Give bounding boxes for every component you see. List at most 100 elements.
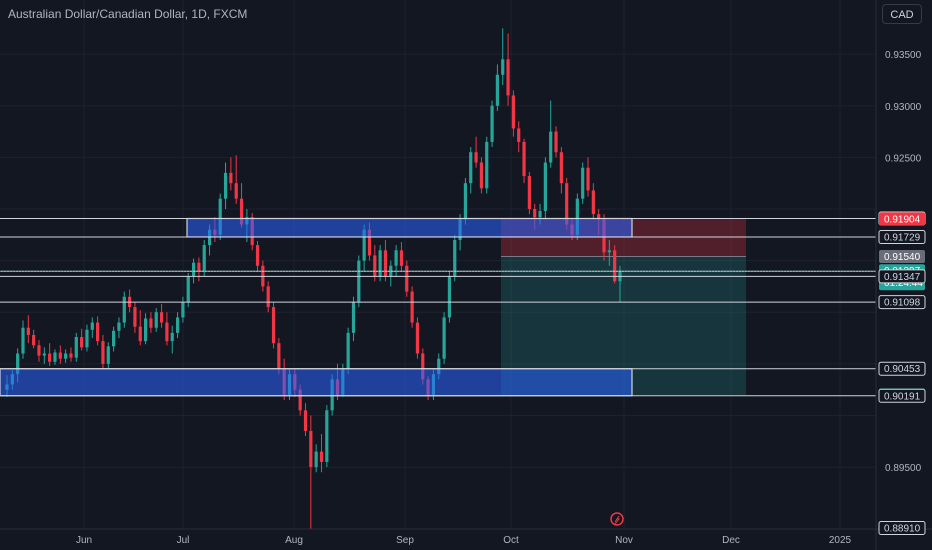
candle-down: [229, 172, 233, 184]
candle-up: [53, 352, 57, 362]
candle-down: [69, 353, 73, 358]
symbol-title: Australian Dollar/Canadian Dollar, 1D, F…: [8, 7, 248, 21]
price-label-box: [878, 388, 926, 403]
candle-down: [58, 352, 62, 359]
candle-up: [186, 276, 190, 302]
candle-up: [543, 162, 547, 212]
candle-up: [351, 301, 356, 333]
candle-up: [437, 358, 441, 375]
support-zone: [0, 368, 633, 397]
candle-down: [405, 265, 409, 292]
price-label-box: [879, 212, 925, 226]
lightning-icon: [614, 515, 621, 525]
time-tick-label: Nov: [615, 535, 633, 546]
candle-down: [399, 250, 404, 266]
candle-up: [122, 296, 126, 323]
candle-up: [21, 327, 25, 354]
candle-down: [554, 131, 558, 153]
candle-up: [453, 239, 457, 277]
price-tick-label: 0.93000: [885, 102, 922, 113]
price-label: 0.91904: [884, 214, 921, 225]
price-tick-label: 0.89500: [885, 463, 922, 474]
candle-down: [133, 307, 137, 327]
candle-up: [501, 59, 505, 75]
candle-down: [32, 334, 36, 346]
candle-up: [469, 152, 473, 184]
candle-up: [346, 332, 350, 370]
currency-button[interactable]: CAD: [882, 4, 922, 24]
candle-down: [266, 286, 270, 308]
time-tick-label: Jul: [177, 535, 190, 546]
price-label: 0.90453: [884, 364, 921, 375]
candle-up: [538, 211, 542, 218]
candle-down: [565, 183, 569, 225]
candle-up: [581, 167, 585, 199]
candle-down: [522, 141, 526, 176]
event-marker-icon: [610, 512, 624, 526]
candle-up: [191, 262, 196, 277]
price-tick-label: 0.92500: [885, 153, 922, 164]
candle-up: [218, 198, 222, 235]
price-label: 0.90191: [884, 391, 921, 402]
price-label-box: [878, 521, 926, 535]
time-tick-label: Jun: [76, 535, 92, 546]
candle-down: [277, 343, 281, 370]
candle-down: [234, 183, 238, 199]
candle-down: [517, 128, 521, 142]
candle-up: [362, 229, 366, 261]
candle-up: [170, 332, 174, 342]
candle-down: [165, 322, 169, 342]
candle-down: [559, 152, 563, 184]
candle-up: [16, 353, 20, 375]
price-label: 0.91540: [884, 252, 921, 263]
time-tick-label: Aug: [285, 535, 303, 546]
candle-up: [463, 183, 468, 220]
candle-down: [26, 327, 30, 335]
candle-up: [106, 346, 110, 364]
candle-down: [410, 291, 414, 323]
candle-down: [527, 175, 531, 209]
price-label-box: [878, 269, 926, 284]
time-tick-label: Sep: [396, 535, 414, 546]
candle-up: [90, 322, 94, 330]
price-tick-label: 0.93500: [885, 50, 922, 61]
candle-down: [597, 214, 601, 220]
candle-up: [314, 451, 318, 468]
candle-down: [298, 389, 302, 411]
candle-down: [415, 322, 420, 354]
price-label-box: [878, 229, 926, 244]
candle-up: [490, 105, 494, 142]
time-tick-label: Oct: [503, 535, 519, 546]
candle-down: [271, 307, 276, 344]
time-tick-label: 2025: [829, 535, 852, 546]
price-label-countdown: 01:24:44: [884, 278, 923, 289]
candle-up: [143, 318, 148, 342]
candle-down: [319, 451, 324, 462]
candle-down: [48, 353, 52, 362]
candle-down: [239, 198, 244, 225]
candle-up: [175, 317, 180, 333]
candle-up: [495, 74, 499, 106]
price-label: 0.91347: [884, 272, 921, 283]
candle-up: [117, 322, 121, 331]
candle-up: [181, 301, 185, 318]
candle-down: [80, 337, 84, 348]
time-tick-label: Dec: [722, 535, 740, 546]
candle-up: [394, 250, 398, 266]
candle-up: [64, 353, 68, 359]
candle-up: [549, 131, 553, 163]
candle-up: [447, 276, 452, 318]
candle-down: [506, 59, 510, 96]
candle-up: [154, 312, 158, 328]
candle-down: [373, 255, 377, 277]
candle-down: [479, 162, 484, 189]
candle-down: [159, 312, 164, 323]
price-label: 0.91729: [884, 232, 921, 243]
candle-down: [421, 353, 425, 380]
price-label-box: [878, 361, 926, 376]
candle-up: [378, 250, 382, 277]
candle-down: [149, 318, 153, 328]
